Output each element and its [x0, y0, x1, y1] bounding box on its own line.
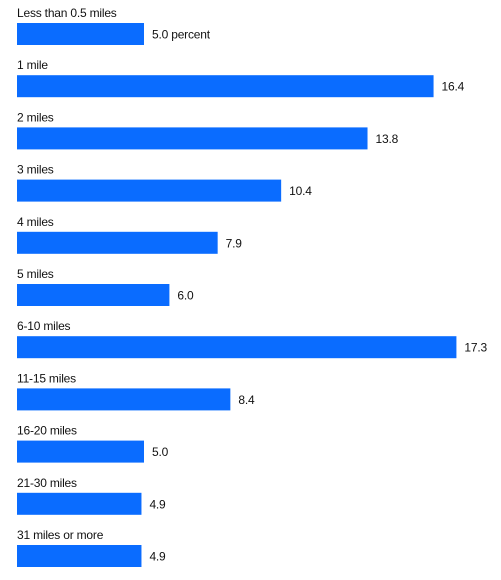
bar: [17, 492, 142, 515]
category-label: 4 miles: [17, 215, 54, 229]
value-label: 4.9: [149, 550, 166, 564]
value-label: 7.9: [226, 236, 243, 250]
category-label: 1 mile: [17, 58, 48, 72]
bar: [17, 179, 282, 202]
value-label: 6.0: [177, 289, 194, 303]
category-label: 2 miles: [17, 110, 54, 124]
bar: [17, 127, 368, 150]
bar: [17, 23, 144, 45]
category-label: 11-15 miles: [17, 371, 76, 385]
value-label: 17.3: [464, 341, 487, 355]
value-label: 16.4: [442, 80, 465, 94]
category-label: 31 miles or more: [17, 528, 104, 542]
value-label: 4.9: [149, 497, 166, 511]
value-label: 8.4: [238, 393, 255, 407]
category-label: 3 miles: [17, 163, 54, 177]
category-label: 5 miles: [17, 267, 54, 281]
bar: [17, 231, 218, 254]
category-label: 21-30 miles: [17, 476, 77, 490]
value-label: 5.0: [152, 445, 169, 459]
value-label: 5.0 percent: [152, 28, 211, 42]
category-label: Less than 0.5 miles: [17, 6, 117, 20]
value-label: 10.4: [289, 184, 312, 198]
bar: [17, 388, 231, 411]
bar: [17, 284, 170, 306]
bar: [17, 336, 457, 359]
category-label: 16-20 miles: [17, 424, 77, 438]
category-label: 6-10 miles: [17, 319, 71, 333]
bar: [17, 545, 142, 567]
bar: [17, 75, 434, 98]
bar: [17, 440, 144, 463]
value-label: 13.8: [376, 132, 399, 146]
